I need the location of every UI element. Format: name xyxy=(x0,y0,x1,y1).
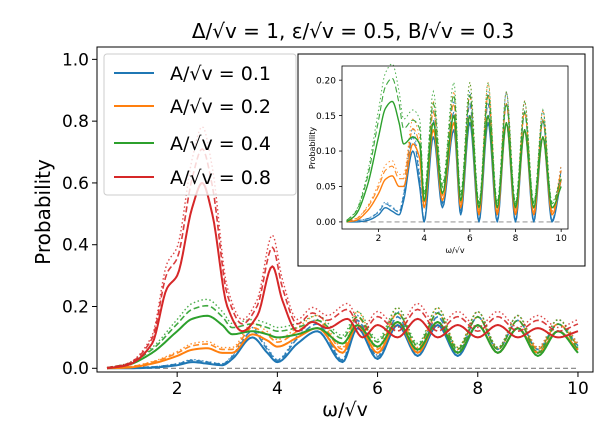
y-tick-label: 1.0 xyxy=(62,50,89,70)
legend: A/√v = 0.1 A/√v = 0.2 A/√v = 0.4 A/√v = … xyxy=(103,53,297,196)
inset-y-axis-label: Probability xyxy=(308,127,317,170)
inset-plot-area xyxy=(346,63,562,223)
y-tick-label: 0.2 xyxy=(62,297,89,317)
y-tick-label: 0.00 xyxy=(316,218,336,228)
series-line-dotted xyxy=(346,63,562,221)
x-tick-label: 8 xyxy=(513,234,519,244)
y-axis-label: Probability xyxy=(31,159,55,265)
x-tick-label: 10 xyxy=(555,234,567,244)
chart-title: Δ/√v = 1, ε/√v = 0.5, B/√v = 0.3 xyxy=(192,19,514,43)
x-tick-label: 2 xyxy=(376,234,382,244)
y-tick-label: 0.8 xyxy=(62,112,89,132)
y-tick-label: 0.20 xyxy=(316,76,336,86)
series-line-dashed xyxy=(106,147,579,369)
main-axis-ticks: 2 4 6 8 10 0.0 0.2 0.4 0.6 0.8 1.0 xyxy=(62,50,589,399)
y-tick-label: 0.05 xyxy=(316,183,336,193)
series-line-dotted xyxy=(106,306,579,369)
y-tick-label: 0.4 xyxy=(62,236,89,256)
legend-label-4: A/√v = 0.8 xyxy=(170,167,271,189)
legend-label-2: A/√v = 0.2 xyxy=(170,96,271,118)
main-plot-area xyxy=(106,125,579,370)
inset-background xyxy=(297,53,586,267)
y-tick-label: 0.15 xyxy=(316,112,336,122)
main-axes-frame xyxy=(96,46,594,373)
x-tick-label: 4 xyxy=(421,234,427,244)
series-line-dotted xyxy=(106,125,579,369)
x-tick-label: 2 xyxy=(172,379,183,399)
series-line-dotted xyxy=(106,298,579,369)
legend-label-1: A/√v = 0.1 xyxy=(170,63,271,85)
legend-label-3: A/√v = 0.4 xyxy=(170,133,271,155)
series-line-solid xyxy=(106,314,579,370)
inset-axis-ticks: 2 4 6 8 10 0.00 0.05 0.10 0.15 0.20 xyxy=(316,76,567,244)
series-line-dashed xyxy=(346,77,562,221)
inset-axes-frame xyxy=(341,65,569,230)
series-line-solid xyxy=(346,100,562,223)
legend-box xyxy=(103,53,297,196)
x-tick-label: 8 xyxy=(472,379,483,399)
x-axis-label: ω/√v xyxy=(322,399,368,421)
y-tick-label: 0.0 xyxy=(62,359,89,379)
x-tick-label: 6 xyxy=(372,379,383,399)
series-line-solid xyxy=(106,181,579,370)
inset-chart: 2 4 6 8 10 0.00 0.05 0.10 0.15 0.20 Probability ω… xyxy=(297,53,586,267)
x-tick-label: 4 xyxy=(272,379,283,399)
series-line-dashed xyxy=(106,304,579,369)
y-tick-label: 0.6 xyxy=(62,174,89,194)
inset-x-axis-label: ω/√v xyxy=(445,246,464,255)
x-tick-label: 10 xyxy=(567,379,589,399)
x-tick-label: 6 xyxy=(467,234,473,244)
y-tick-label: 0.10 xyxy=(316,147,336,157)
